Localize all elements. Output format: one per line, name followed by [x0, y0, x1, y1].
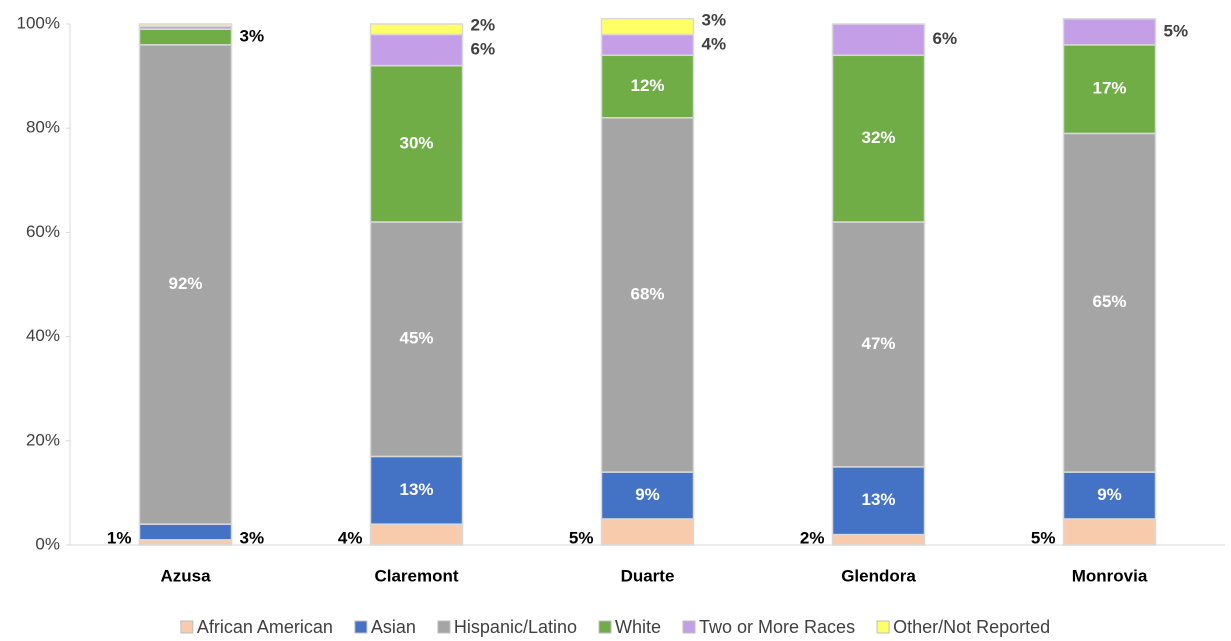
data-label: 5% [1164, 21, 1189, 40]
x-tick-label: Claremont [374, 566, 458, 585]
data-label: 2% [471, 16, 496, 35]
data-label: 17% [1092, 79, 1126, 98]
legend-label: Other/Not Reported [893, 617, 1050, 637]
bar-segment [1062, 18, 1157, 46]
bar-segment [138, 44, 233, 525]
data-label: 9% [1097, 485, 1122, 504]
bar-segment [600, 18, 695, 36]
bar-segment [831, 533, 926, 546]
data-label: 5% [1031, 528, 1056, 547]
legend-swatch [180, 620, 194, 634]
bar-segment [369, 33, 464, 67]
bar-segment [1062, 518, 1157, 546]
data-label: 32% [861, 128, 895, 147]
data-label: 68% [630, 284, 664, 303]
bar-segment [831, 221, 926, 468]
bar-segment [600, 54, 695, 119]
legend-swatch [876, 620, 890, 634]
legend-swatch [598, 620, 612, 634]
bar-segment [138, 23, 233, 27]
data-label: 13% [861, 490, 895, 509]
data-label: 45% [399, 329, 433, 348]
bar-segment [1062, 44, 1157, 135]
x-tick-label: Glendora [841, 566, 916, 585]
y-tick-label: 80% [26, 118, 60, 137]
data-label: 1% [107, 528, 132, 547]
y-tick-label: 100% [17, 13, 60, 32]
data-label: 2% [800, 528, 825, 547]
legend-swatch [437, 620, 451, 634]
legend-swatch [682, 620, 696, 634]
data-label: 9% [635, 485, 660, 504]
legend-swatch [354, 620, 368, 634]
x-tick-label: Monrovia [1072, 566, 1148, 585]
legend-label: Asian [371, 617, 416, 637]
data-label: 3% [240, 27, 265, 46]
x-tick-label: Duarte [621, 566, 675, 585]
data-label: 6% [471, 40, 496, 59]
data-label: 3% [702, 10, 727, 29]
x-tick-label: Azusa [160, 566, 211, 585]
bar-segment [138, 28, 233, 46]
bar-segment [1062, 471, 1157, 520]
data-label: 4% [338, 528, 363, 547]
data-label: 13% [399, 480, 433, 499]
bar-segment [831, 466, 926, 536]
bar-segment [831, 23, 926, 57]
bar-segment [369, 23, 464, 36]
y-tick-label: 20% [26, 430, 60, 449]
bar-segment [138, 539, 233, 546]
data-label: 12% [630, 76, 664, 95]
bar-segment [600, 33, 695, 57]
data-label: 47% [861, 334, 895, 353]
bar-segment [369, 221, 464, 458]
y-tick-label: 40% [26, 326, 60, 345]
data-label: 30% [399, 133, 433, 152]
bar-segment [369, 523, 464, 546]
legend-label: Two or More Races [699, 617, 855, 637]
data-label: 3% [240, 528, 265, 547]
bar-segment [600, 518, 695, 546]
data-label: 4% [702, 34, 727, 53]
bar-segment [369, 64, 464, 223]
y-tick-label: 60% [26, 222, 60, 241]
bar-segment [600, 471, 695, 520]
bar-segment [600, 117, 695, 473]
data-label: 92% [168, 274, 202, 293]
data-label: 65% [1092, 292, 1126, 311]
bar-segment [1062, 132, 1157, 473]
data-label: 6% [933, 29, 958, 48]
legend-label: Hispanic/Latino [454, 617, 577, 637]
y-tick-label: 0% [35, 534, 60, 553]
legend-label: White [615, 617, 661, 637]
legend-label: African American [197, 617, 333, 637]
bar-segment [831, 54, 926, 223]
data-label: 5% [569, 528, 594, 547]
bar-segment [138, 523, 233, 541]
bar-segment [369, 455, 464, 525]
